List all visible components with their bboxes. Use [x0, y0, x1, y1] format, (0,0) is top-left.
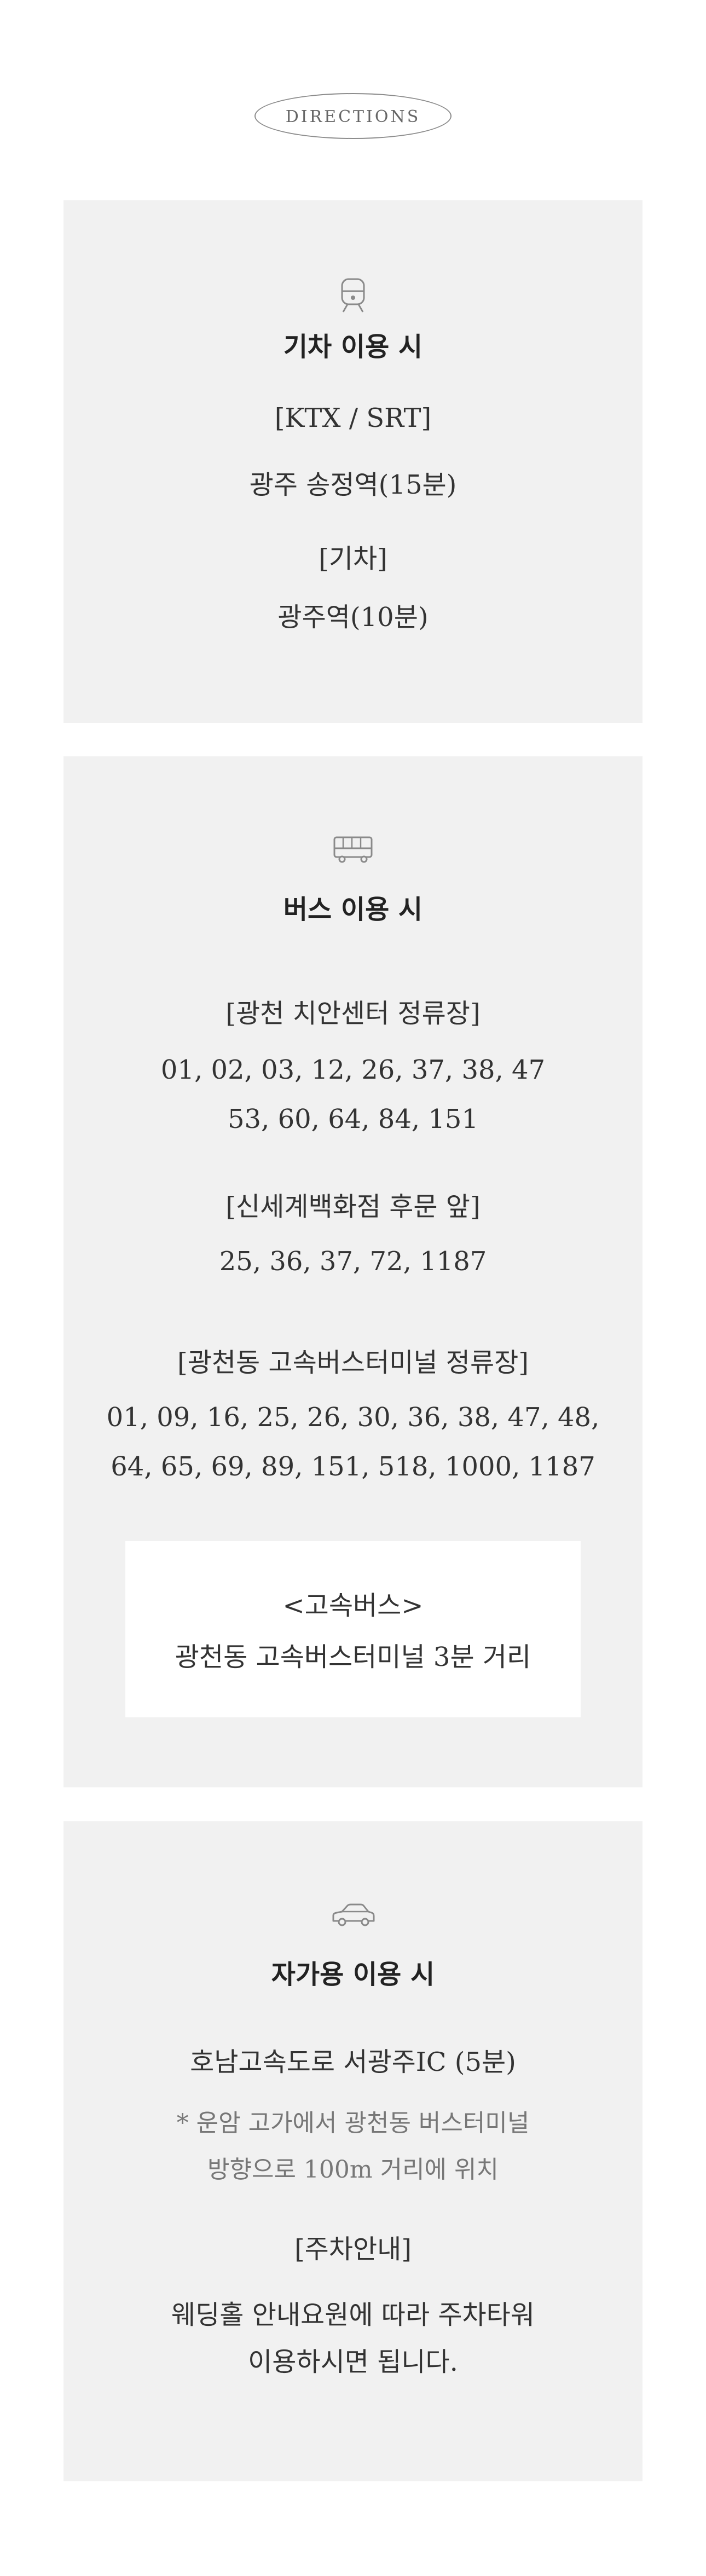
stop3-routes-1: 01, 09, 16, 25, 26, 30, 36, 38, 47, 48, — [106, 1402, 600, 1433]
stop3-routes-2: 64, 65, 69, 89, 151, 518, 1000, 1187 — [111, 1451, 595, 1482]
train-card: 기차 이용 시 [KTX / SRT] 광주 송정역(15분) [기차] 광주역… — [63, 200, 643, 723]
train-icon — [341, 278, 365, 312]
parking-line-1: 웨딩홀 안내요원에 따라 주차타워 — [171, 2300, 535, 2330]
express-bus-box: <고속버스> 광천동 고속버스터미널 3분 거리 — [125, 1541, 581, 1717]
train-title: 기차 이용 시 — [283, 332, 423, 362]
car-note-2: 방향으로 100m 거리에 위치 — [207, 2156, 499, 2184]
directions-header: DIRECTIONS — [0, 93, 706, 139]
rail-label: [기차] — [319, 543, 387, 574]
stop3-label: [광천동 고속버스터미널 정류장] — [177, 1347, 529, 1378]
car-icon — [332, 1903, 375, 1926]
parking-line-2: 이용하시면 됩니다. — [248, 2347, 458, 2377]
bus-card: 버스 이용 시 [광천 치안센터 정류장] 01, 02, 03, 12, 26… — [63, 756, 643, 1787]
car-title: 자가용 이용 시 — [271, 1959, 435, 1990]
stop1-routes-1: 01, 02, 03, 12, 26, 37, 38, 47 — [160, 1055, 546, 1085]
stop2-label: [신세계백화점 후문 앞] — [225, 1191, 481, 1222]
bus-icon — [333, 836, 373, 863]
directions-label: DIRECTIONS — [254, 93, 452, 139]
bus-title: 버스 이용 시 — [283, 894, 423, 925]
ktx-label: [KTX / SRT] — [274, 403, 432, 433]
express-title: <고속버스> — [282, 1590, 424, 1621]
ktx-station: 광주 송정역(15분) — [249, 470, 457, 500]
car-note-1: * 운암 고가에서 광천동 버스터미널 — [176, 2109, 530, 2137]
car-route: 호남고속도로 서광주IC (5분) — [190, 2047, 516, 2077]
stop1-label: [광천 치안센터 정류장] — [225, 998, 481, 1029]
rail-station: 광주역(10분) — [277, 602, 429, 633]
parking-label: [주차안내] — [294, 2234, 412, 2265]
stop2-routes-1: 25, 36, 37, 72, 1187 — [219, 1246, 487, 1277]
express-text: 광천동 고속버스터미널 3분 거리 — [175, 1642, 531, 1672]
car-card: 자가용 이용 시 호남고속도로 서광주IC (5분) * 운암 고가에서 광천동… — [63, 1821, 643, 2481]
stop1-routes-2: 53, 60, 64, 84, 151 — [228, 1104, 478, 1134]
